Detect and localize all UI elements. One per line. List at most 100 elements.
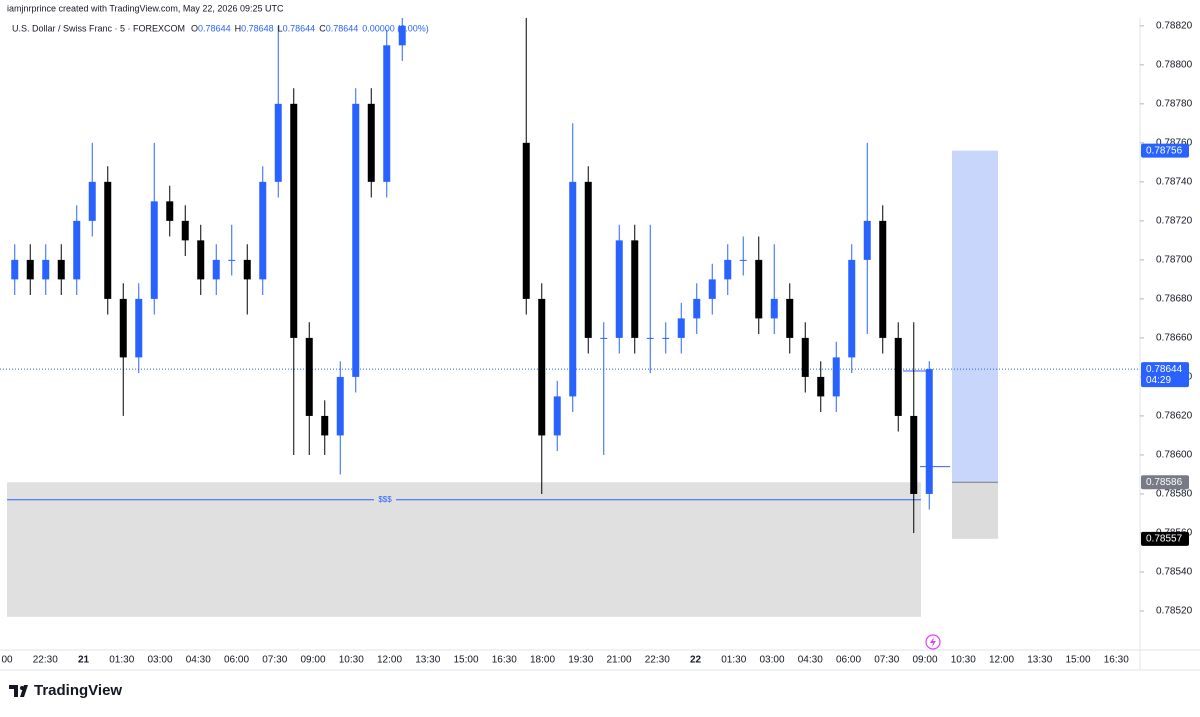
x-tick-label: 10:30 [339,655,364,666]
zone [7,482,921,617]
candle-body [910,415,918,494]
x-tick-label: 15:00 [453,655,478,666]
candle-body [724,259,732,280]
y-tick-label: 0.78760 [1156,137,1193,148]
x-tick-label: 13:30 [415,655,440,666]
candle-body [259,181,267,280]
candle-body [522,142,530,299]
x-tick-label: 19:30 [568,655,593,666]
liquidity-label-bg [374,493,396,506]
candle-body [538,298,546,436]
logo-dot [20,686,24,690]
x-tick-label: 22 [690,655,702,666]
candle-body [817,376,825,397]
candle-body [367,103,375,182]
x-tick-label: 09:00 [300,655,325,666]
symbol: U.S. Dollar / Swiss Franc · 5 · FOREXCOM [12,23,185,33]
x-tick-label: 16:30 [492,655,517,666]
x-tick-label: 10:30 [951,655,976,666]
target-zone [952,150,998,483]
x-tick-label: 22:30 [33,655,58,666]
x-tick-label: 22:30 [645,655,670,666]
candle-body [104,181,112,299]
candle-body [73,220,81,280]
candle-body [57,259,65,280]
candle-body [677,318,685,338]
candle-body [739,259,747,261]
target-badge: 0.78756 [1146,145,1183,156]
x-tick-label: 06:00 [836,655,861,666]
candle-body [166,201,174,221]
x-tick-label: 12:00 [377,655,402,666]
price-badge: 0.78644 [1146,364,1183,375]
attribution: iamjnrprince created with TradingView.co… [7,3,284,13]
stop-badge-bg [1141,531,1189,546]
candle-body [383,45,391,182]
candle-body [693,298,701,319]
liquidity-label: $$$ [378,495,392,504]
candle-body [42,259,50,280]
x-tick-label: 16:30 [1104,655,1129,666]
candle-body [646,337,654,339]
candle-body [305,337,313,416]
candle-body [398,25,406,46]
entry-badge-bg [1141,475,1189,490]
ohlc-value: 0.78644 [198,23,231,33]
event-bolt [930,637,936,647]
x-tick-label: 21:00 [606,655,631,666]
candle-body [274,103,282,182]
target-badge-bg [1141,143,1189,158]
y-tick-label: 0.78800 [1156,59,1193,70]
ohlc-value: 0.78648 [241,23,274,33]
price-countdown: 04:29 [1146,375,1171,386]
candle-body [879,220,887,338]
x-tick-label: 13:30 [1027,655,1052,666]
candle-body [11,259,19,280]
ohlc-value: 0.78644 [326,23,359,33]
x-tick-label: 03:00 [759,655,784,666]
x-tick-label: 01:30 [109,655,134,666]
y-tick-label: 0.78580 [1156,489,1193,500]
candle-body [925,369,933,494]
candle-body [631,240,639,338]
ohlc-label: H [235,23,242,33]
price-badge-bg [1141,362,1189,388]
candle-body [290,103,298,338]
candle-body [243,259,251,280]
logo-text: TradingView [34,682,122,699]
y-tick-label: 0.78720 [1156,216,1193,227]
candle-body [569,181,577,397]
candle-body [212,259,220,280]
candle-body [832,357,840,397]
candle-body [228,259,236,261]
x-tick-label: 09:00 [912,655,937,666]
y-tick-label: 0.78680 [1156,294,1193,305]
candle-body [352,103,360,377]
x-tick-label: 21 [78,655,90,666]
candle-body [119,298,127,358]
ohlc-label: L [278,23,283,33]
x-tick-label: 01:30 [721,655,746,666]
x-tick-label: 04:30 [798,655,823,666]
candle-body [584,181,592,338]
candle-body [181,220,189,241]
entry-badge: 0.78586 [1146,477,1183,488]
x-tick-label: 18:00 [530,655,555,666]
stop-zone [952,482,998,539]
y-tick-label: 0.78620 [1156,411,1193,422]
x-tick-label: 07:30 [874,655,899,666]
candle-body [88,181,96,221]
y-tick-label: 0.78820 [1156,20,1193,31]
y-tick-label: 0.78780 [1156,98,1193,109]
y-tick-label: 0.78700 [1156,255,1193,266]
candle-body [135,298,143,358]
candle-body [755,259,763,319]
candle-body [321,415,329,436]
plot-area: $$$ [0,18,1140,617]
candle-body [336,376,344,436]
ohlc-label: O [191,23,198,33]
y-tick-label: 0.78600 [1156,450,1193,461]
candle-body [848,259,856,358]
candle-body [600,337,608,339]
